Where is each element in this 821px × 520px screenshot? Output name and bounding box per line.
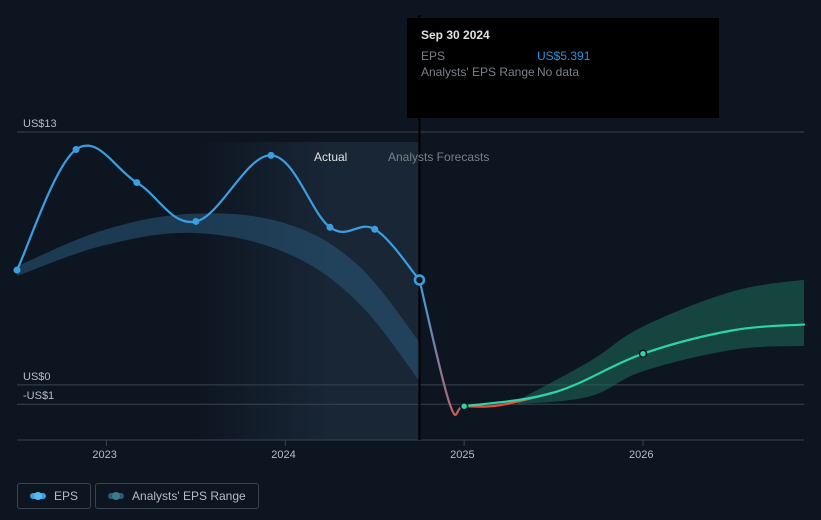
legend-item-eps[interactable]: EPS bbox=[17, 483, 91, 509]
tooltip-row-label: Analysts' EPS Range bbox=[421, 64, 537, 80]
tooltip-date: Sep 30 2024 bbox=[421, 28, 705, 42]
legend-item-range[interactable]: Analysts' EPS Range bbox=[95, 483, 259, 509]
x-axis-label: 2026 bbox=[629, 449, 653, 461]
x-axis-label: 2023 bbox=[92, 449, 116, 461]
chart-tooltip: Sep 30 2024 EPS US$5.391 Analysts' EPS R… bbox=[407, 18, 719, 118]
legend-marker-eps bbox=[30, 493, 46, 499]
x-axis-label: 2024 bbox=[271, 449, 295, 461]
legend-label: EPS bbox=[54, 489, 78, 503]
tooltip-row-label: EPS bbox=[421, 48, 537, 64]
tooltip-row-value: US$5.391 bbox=[537, 48, 590, 64]
y-axis-label: US$13 bbox=[23, 118, 57, 130]
region-label-actual: Actual bbox=[314, 150, 347, 164]
x-axis-label: 2025 bbox=[450, 449, 474, 461]
tooltip-table: EPS US$5.391 Analysts' EPS Range No data bbox=[421, 48, 590, 80]
y-axis-label: -US$1 bbox=[23, 390, 54, 402]
tooltip-row-value: No data bbox=[537, 64, 590, 80]
region-label-forecast: Analysts Forecasts bbox=[388, 150, 489, 164]
legend-label: Analysts' EPS Range bbox=[132, 489, 246, 503]
y-axis-label: US$0 bbox=[23, 371, 51, 383]
legend-marker-range bbox=[108, 493, 124, 499]
eps-chart: Actual Analysts Forecasts Sep 30 2024 EP… bbox=[0, 0, 821, 520]
chart-legend: EPS Analysts' EPS Range bbox=[17, 483, 259, 509]
